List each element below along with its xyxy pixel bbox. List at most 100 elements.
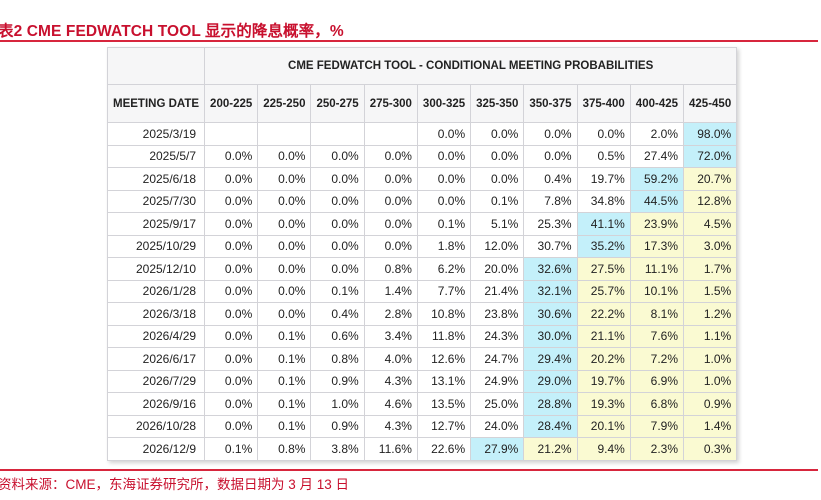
probability-cell: 0.1%	[257, 414, 312, 438]
probability-cell: 41.1%	[576, 212, 631, 236]
table-row: 2025/9/17 0.0% 0.0% 0.0% 0.0% 0.1% 5.1% 25.3% 41…	[106, 212, 738, 236]
probability-cell: 0.0%	[204, 189, 259, 213]
probability-cell: 12.7%	[416, 414, 472, 438]
probability-cell: 32.1%	[523, 279, 578, 303]
probability-cell: 72.0%	[683, 144, 738, 168]
probability-cell: 0.0%	[204, 414, 259, 438]
probability-cell: 0.0%	[363, 234, 418, 258]
probability-cell: 22.2%	[576, 302, 631, 326]
meeting-date-cell: 2026/3/18	[106, 302, 206, 326]
probability-cell: 7.9%	[629, 414, 685, 438]
probability-cell: 29.0%	[523, 369, 578, 393]
probability-cell: 0.0%	[204, 324, 259, 348]
rate-range-header: 375-400	[576, 84, 631, 123]
probability-cell: 98.0%	[683, 122, 738, 146]
probability-cell: 25.0%	[470, 392, 525, 416]
probability-cell: 27.4%	[629, 144, 685, 168]
probability-cell: 0.0%	[416, 189, 472, 213]
probability-cell: 4.5%	[683, 212, 738, 236]
probability-cell: 23.8%	[470, 302, 525, 326]
probability-cell: 20.1%	[576, 414, 631, 438]
column-header-row: MEETING DATE 200-225 225-250 250-275 275-30…	[106, 84, 738, 123]
table-row: 2026/4/29 0.0% 0.1% 0.6% 3.4% 11.8% 24.3% 30.0%…	[106, 324, 738, 348]
rate-range-header: 400-425	[629, 84, 685, 123]
probability-cell: 19.7%	[576, 167, 631, 191]
probability-cell: 24.3%	[470, 324, 525, 348]
probability-cell: 2.8%	[363, 302, 418, 326]
probability-cell: 59.2%	[629, 167, 685, 191]
probability-cell: 0.5%	[576, 144, 631, 168]
probabilities-table: CME FEDWATCH TOOL - CONDITIONAL MEETING …	[106, 47, 738, 461]
probability-cell	[310, 122, 365, 146]
probability-cell: 1.7%	[683, 257, 738, 281]
probability-cell: 0.0%	[523, 144, 578, 168]
rate-range-header: 200-225	[204, 84, 259, 123]
bottom-divider	[0, 469, 818, 471]
probability-cell: 0.0%	[470, 144, 525, 168]
probability-cell: 3.8%	[310, 437, 365, 461]
probability-cell: 0.0%	[363, 167, 418, 191]
probability-cell: 0.4%	[523, 167, 578, 191]
probability-cell: 0.0%	[310, 234, 365, 258]
rate-range-header: 225-250	[257, 84, 312, 123]
probability-cell	[363, 122, 418, 146]
probability-cell: 11.6%	[363, 437, 418, 461]
probability-cell: 4.0%	[363, 347, 418, 371]
probability-cell: 20.2%	[576, 347, 631, 371]
probability-cell: 0.0%	[470, 167, 525, 191]
probability-cell: 0.6%	[310, 324, 365, 348]
probability-cell: 1.0%	[310, 392, 365, 416]
probability-cell: 7.7%	[416, 279, 472, 303]
probability-cell: 0.0%	[257, 234, 312, 258]
probability-cell: 24.7%	[470, 347, 525, 371]
table-row: 2026/1/28 0.0% 0.0% 0.1% 1.4% 7.7% 21.4% 32.1% 2…	[106, 279, 738, 303]
meeting-date-cell: 2026/12/9	[106, 437, 206, 461]
probability-cell: 1.8%	[416, 234, 472, 258]
rate-range-header: 250-275	[310, 84, 365, 123]
probability-cell: 0.0%	[257, 302, 312, 326]
source-note: 资料来源：CME，东海证券研究所，数据日期为 3 月 13 日	[0, 477, 350, 492]
probability-cell: 27.9%	[470, 437, 525, 461]
probability-cell: 0.0%	[310, 189, 365, 213]
table-row: 2025/7/30 0.0% 0.0% 0.0% 0.0% 0.0% 0.1% 7.8% 34.…	[106, 189, 738, 213]
probability-cell: 24.9%	[470, 369, 525, 393]
probability-cell: 0.0%	[416, 144, 472, 168]
probability-cell: 3.4%	[363, 324, 418, 348]
probability-cell	[257, 122, 312, 146]
meeting-date-cell: 2025/10/29	[106, 234, 206, 258]
rate-range-header: 350-375	[523, 84, 578, 123]
probability-cell: 7.6%	[629, 324, 685, 348]
probability-cell: 12.8%	[683, 189, 738, 213]
empty-corner-cell	[106, 47, 206, 85]
probability-cell: 0.0%	[257, 144, 312, 168]
meeting-date-cell: 2025/7/30	[106, 189, 206, 213]
probability-cell: 0.1%	[257, 392, 312, 416]
probability-cell: 0.0%	[257, 212, 312, 236]
probability-cell: 21.1%	[576, 324, 631, 348]
probability-cell: 10.8%	[416, 302, 472, 326]
meeting-date-cell: 2025/5/7	[106, 144, 206, 168]
probability-cell: 0.0%	[204, 234, 259, 258]
probability-cell: 11.1%	[629, 257, 685, 281]
probability-cell: 27.5%	[576, 257, 631, 281]
probability-cell: 0.1%	[257, 369, 312, 393]
probability-cell: 0.0%	[204, 369, 259, 393]
probability-cell: 25.7%	[576, 279, 631, 303]
probability-cell: 0.0%	[310, 167, 365, 191]
meeting-date-header: MEETING DATE	[106, 84, 206, 123]
probability-cell: 21.4%	[470, 279, 525, 303]
probability-cell: 19.7%	[576, 369, 631, 393]
probability-cell: 0.1%	[416, 212, 472, 236]
probability-cell: 4.3%	[363, 414, 418, 438]
table-row: 2026/7/29 0.0% 0.1% 0.9% 4.3% 13.1% 24.9% 29.0%…	[106, 369, 738, 393]
probability-cell: 0.0%	[416, 122, 472, 146]
probability-cell: 6.9%	[629, 369, 685, 393]
probability-cell: 0.0%	[204, 144, 259, 168]
probability-cell: 0.1%	[310, 279, 365, 303]
probability-cell: 1.4%	[363, 279, 418, 303]
probability-cell: 0.0%	[310, 257, 365, 281]
probability-cell: 9.4%	[576, 437, 631, 461]
probability-cell: 0.8%	[363, 257, 418, 281]
probability-cell: 0.0%	[470, 122, 525, 146]
probability-cell: 29.4%	[523, 347, 578, 371]
